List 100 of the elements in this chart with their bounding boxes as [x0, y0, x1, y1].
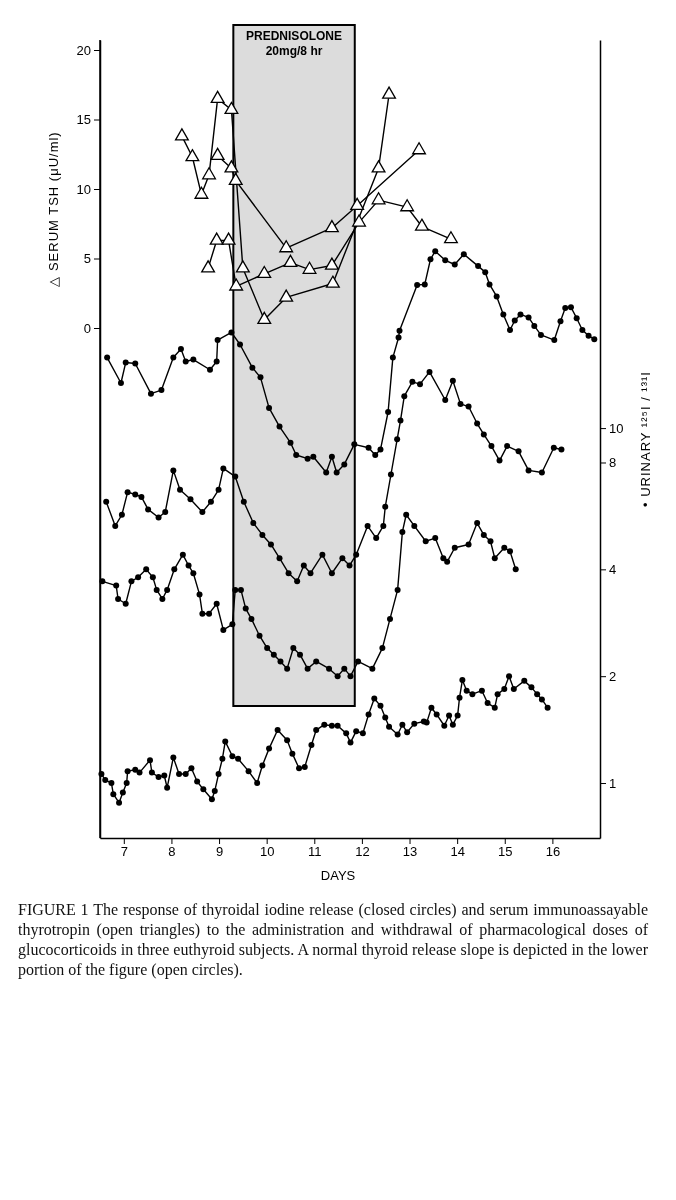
point	[279, 240, 294, 253]
point	[279, 289, 294, 302]
point	[379, 645, 386, 652]
point	[326, 665, 333, 672]
point	[240, 498, 247, 505]
point	[491, 555, 498, 562]
point	[187, 496, 194, 503]
point	[451, 544, 458, 551]
point	[179, 551, 186, 558]
y2-tick-label: 2	[609, 668, 617, 684]
point	[177, 486, 183, 493]
point	[248, 615, 255, 622]
point	[432, 535, 439, 542]
point	[201, 260, 216, 273]
point	[228, 172, 243, 185]
point	[394, 436, 401, 443]
point	[550, 444, 557, 451]
point	[339, 555, 346, 562]
point	[353, 551, 360, 558]
point	[496, 457, 503, 464]
point	[122, 600, 129, 607]
point	[504, 443, 511, 450]
x-tick-label: 8	[168, 844, 176, 860]
point	[417, 381, 423, 388]
point	[341, 665, 348, 672]
point	[213, 600, 220, 607]
point	[196, 591, 203, 598]
point	[387, 615, 393, 622]
point	[250, 520, 257, 527]
point	[304, 665, 311, 672]
point	[199, 509, 206, 516]
point	[259, 531, 266, 538]
point	[444, 558, 451, 565]
point	[202, 167, 217, 180]
y-tick-label: 10	[76, 181, 91, 197]
point	[355, 658, 362, 665]
point	[229, 278, 244, 291]
point	[443, 231, 458, 244]
point	[267, 541, 274, 548]
point	[347, 673, 354, 680]
point	[285, 570, 292, 577]
point	[264, 645, 271, 652]
point	[220, 465, 227, 472]
point	[426, 368, 433, 375]
point	[369, 665, 376, 672]
point	[319, 551, 326, 558]
point	[112, 522, 119, 529]
point	[411, 522, 418, 529]
point	[232, 473, 239, 480]
x-tick-label: 10	[259, 844, 275, 860]
point	[210, 90, 225, 103]
point	[512, 566, 519, 573]
point	[159, 595, 166, 602]
point	[185, 562, 192, 569]
x-tick-label: 15	[498, 844, 513, 860]
point	[284, 665, 291, 672]
point	[300, 562, 307, 569]
point	[209, 232, 224, 245]
x-tick-label: 7	[120, 844, 128, 860]
point	[414, 218, 429, 231]
point	[174, 128, 189, 141]
point	[229, 621, 236, 628]
y-tick-label: 20	[76, 42, 91, 58]
point	[307, 570, 314, 577]
x-tick-label: 12	[355, 844, 370, 860]
point	[237, 586, 244, 593]
x-tick-label: 9	[215, 844, 224, 860]
point	[382, 503, 389, 510]
y2-axis-title: • URINARY ¹²⁵I / ¹³¹I	[638, 371, 653, 507]
point	[138, 493, 145, 500]
point	[103, 498, 110, 505]
point	[449, 377, 456, 384]
point	[143, 566, 150, 573]
point	[487, 538, 494, 545]
point	[257, 311, 272, 324]
point	[132, 491, 139, 498]
point	[232, 586, 239, 593]
point	[352, 214, 367, 227]
y2-tick-label: 8	[609, 455, 617, 471]
point	[457, 400, 464, 407]
point	[190, 570, 197, 577]
point	[170, 467, 177, 474]
point	[334, 673, 341, 680]
point	[283, 254, 298, 267]
point	[440, 555, 447, 562]
point	[364, 522, 371, 529]
point	[290, 645, 297, 652]
point	[371, 160, 386, 173]
y2-tick-label: 4	[609, 561, 617, 577]
point	[346, 562, 353, 569]
point	[210, 147, 225, 160]
point	[465, 541, 472, 548]
point	[115, 595, 122, 602]
point	[558, 446, 565, 453]
point	[242, 605, 249, 612]
point	[465, 403, 472, 410]
point	[99, 578, 106, 585]
point	[118, 511, 125, 518]
point	[256, 632, 263, 639]
point	[206, 610, 213, 617]
